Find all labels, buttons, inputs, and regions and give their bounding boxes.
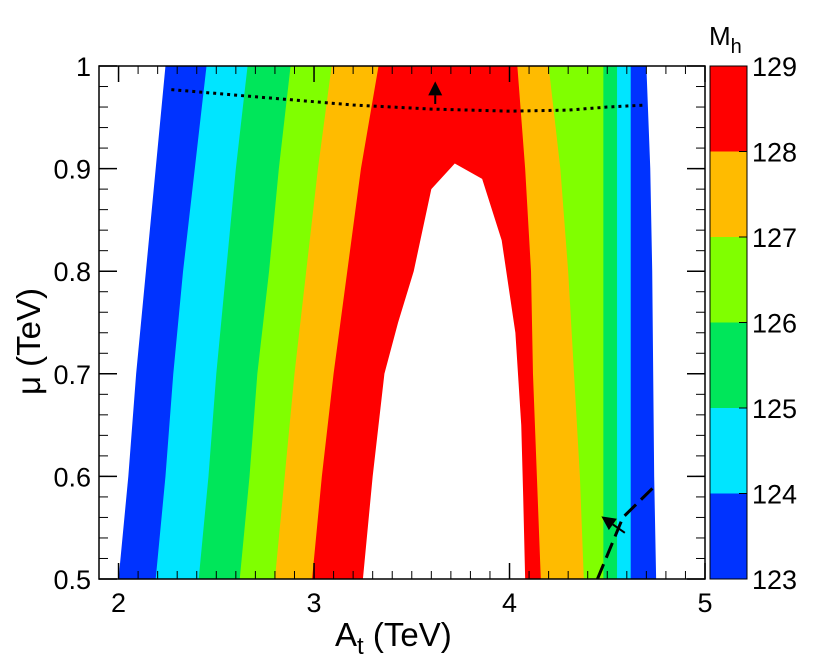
x-tick-label: 3 [307, 588, 322, 618]
x-axis-title: At (TeV) [335, 616, 452, 660]
colorbar-segment-123 [710, 493, 747, 579]
x-tick-label: 5 [697, 588, 712, 618]
colorbar: 123 124 125 126 127 128 129 [709, 52, 797, 595]
y-axis-title: μ (TeV) [10, 288, 47, 395]
y-tick-label: 0.5 [53, 565, 91, 595]
dashed-constraint-line [596, 485, 656, 579]
y-tick-label: 0.7 [53, 360, 91, 390]
colorbar-segment-126 [710, 237, 747, 323]
y-tick-label: 0.8 [53, 257, 91, 287]
x-tick-label: 4 [502, 588, 517, 618]
colorbar-tick-label: 123 [752, 565, 797, 595]
colorbar-segment-124 [710, 408, 747, 494]
dashed-constraint-arrow [601, 516, 626, 534]
excluded-region-white [362, 163, 526, 579]
colorbar-tick-label: 126 [752, 309, 797, 339]
colorbar-tick-label: 124 [752, 480, 797, 510]
colorbar-tick-label: 129 [752, 52, 797, 82]
colorbar-segment-127 [710, 151, 747, 237]
dotted-constraint-line [171, 88, 647, 113]
y-tick-label: 0.9 [53, 155, 91, 185]
y-tick-label: 1 [76, 52, 91, 82]
constraint-lines [171, 81, 656, 579]
axes: 2 3 4 5 0.5 0.6 0.7 0.8 0.9 1 [53, 52, 712, 618]
colorbar-tick-label: 127 [752, 223, 797, 253]
plot-frame [98, 65, 706, 580]
y-tick-label: 0.6 [53, 462, 91, 492]
colorbar-segment-125 [710, 322, 747, 408]
x-tick-label: 2 [111, 588, 126, 618]
colorbar-title: Mh [709, 21, 742, 58]
colorbar-tick-label: 128 [752, 138, 797, 168]
colorbar-segment-128 [710, 66, 747, 152]
colorbar-tick-label: 125 [752, 394, 797, 424]
dotted-constraint-arrow [428, 81, 443, 104]
